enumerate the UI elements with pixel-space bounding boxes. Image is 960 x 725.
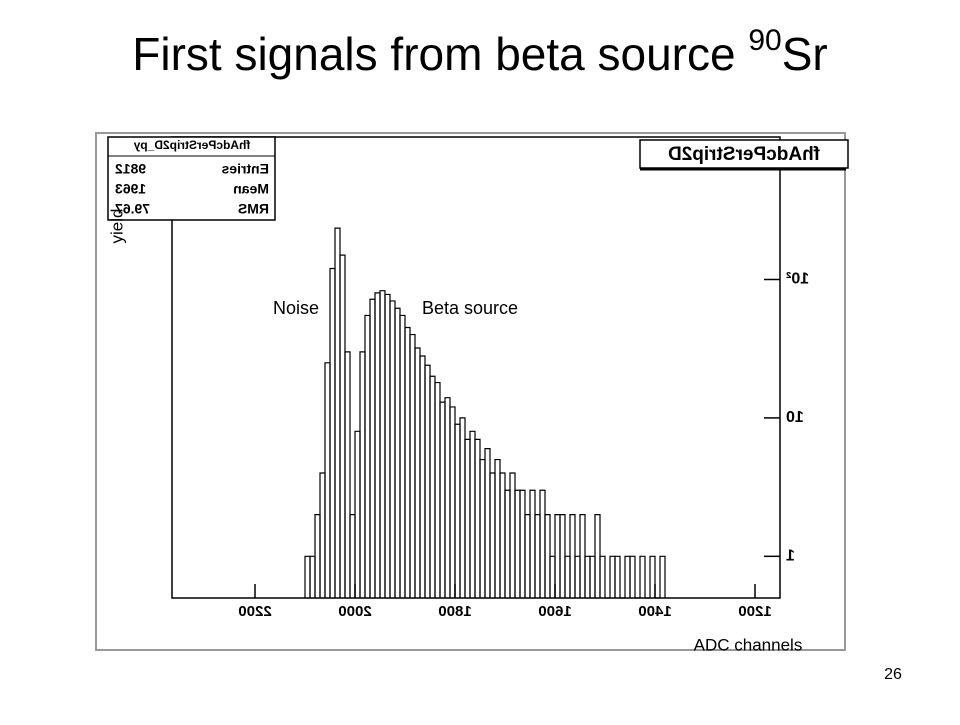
- hist-title-box: [639, 139, 849, 169]
- histogram-bin: [649, 555, 656, 598]
- x-tick-label: 2200: [238, 603, 271, 620]
- noise-annotation: Noise: [273, 298, 319, 318]
- stats-title: fhAdcPerStrip2D_py: [133, 138, 250, 152]
- plot-frame: [171, 136, 781, 599]
- histogram-bin: [639, 555, 646, 598]
- x-tick-label: 1200: [738, 603, 771, 620]
- stats-value: 9812: [115, 161, 146, 177]
- page-number: 26: [884, 666, 902, 683]
- x-tick-label: 1600: [538, 603, 571, 620]
- title-superscript: 90: [748, 24, 781, 57]
- histogram-bin: [624, 555, 631, 598]
- root-canvas: 1200 1400 1600 1800 2000 2200 1 10 10² fhAdcPerSt…: [95, 132, 849, 651]
- y-tick-label: 1: [786, 548, 795, 565]
- y-tick-label: 10²: [786, 271, 809, 288]
- histogram-bin: [304, 555, 311, 598]
- stats-key: RMS: [238, 201, 269, 217]
- x-tick-label: 1400: [638, 603, 671, 620]
- slide-title: First signals from beta source 90Sr: [132, 24, 827, 80]
- hist-title: fhAdcPerStrip2D: [668, 144, 820, 165]
- y-tick-label: 10: [786, 409, 804, 426]
- title-text: First signals from beta source: [132, 28, 748, 80]
- stats-value: 1963: [115, 181, 146, 197]
- stats-value: 79.67: [115, 201, 150, 217]
- y-axis-label: yield: [107, 209, 126, 244]
- title-text-end: Sr: [782, 28, 828, 80]
- x-axis-label: ADC channels: [694, 635, 803, 654]
- stats-box: [107, 136, 276, 221]
- x-tick-label: 1800: [438, 603, 471, 620]
- histogram-bin: [609, 555, 616, 598]
- stats-key: Mean: [233, 181, 269, 197]
- histogram-bin: [659, 555, 666, 598]
- x-tick-label: 2000: [338, 603, 371, 620]
- beta-annotation: Beta source: [422, 298, 518, 318]
- stats-key: Entries: [221, 161, 269, 177]
